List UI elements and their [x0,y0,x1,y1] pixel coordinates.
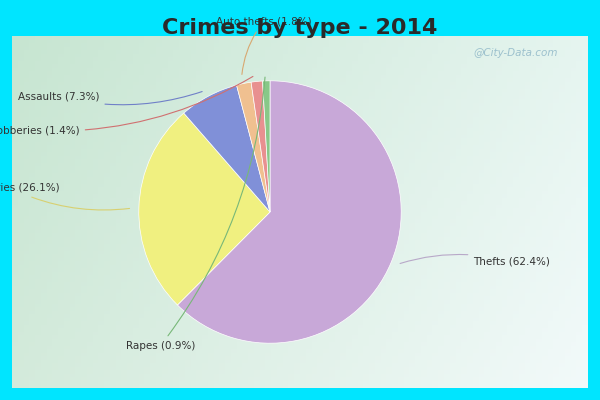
Text: Assaults (7.3%): Assaults (7.3%) [18,92,202,105]
Wedge shape [139,113,270,305]
Text: Robberies (1.4%): Robberies (1.4%) [0,76,253,136]
Text: Crimes by type - 2014: Crimes by type - 2014 [163,18,437,38]
Wedge shape [263,81,270,212]
Text: Thefts (62.4%): Thefts (62.4%) [400,254,550,267]
Text: Burglaries (26.1%): Burglaries (26.1%) [0,183,130,210]
Wedge shape [236,82,270,212]
Text: Rapes (0.9%): Rapes (0.9%) [125,77,265,351]
Wedge shape [184,85,270,212]
Wedge shape [178,81,401,343]
Text: @City-Data.com: @City-Data.com [473,48,558,58]
Text: Auto thefts (1.8%): Auto thefts (1.8%) [215,17,311,74]
Wedge shape [251,81,270,212]
